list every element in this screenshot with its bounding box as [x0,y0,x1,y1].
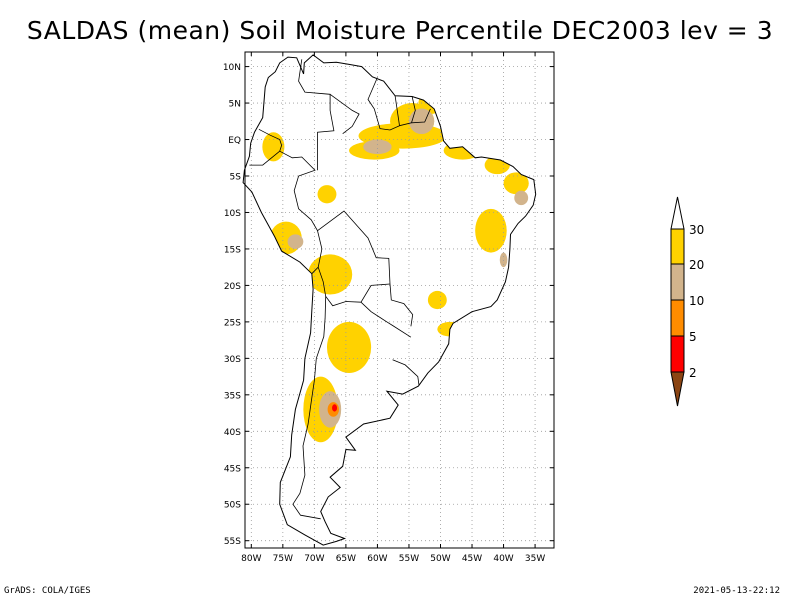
legend-swatch-5-10 [670,299,685,337]
lon-tick-label: 40W [493,554,513,564]
lat-tick-label: 10N [223,63,241,73]
lat-tick-label: 45S [224,464,241,474]
moisture-patch [475,208,507,253]
footer-credit: GrADS: COLA/IGES [4,586,91,596]
lon-tick-label: 55W [399,554,419,564]
lon-tick-label: 80W [241,554,261,564]
moisture-patch [443,141,482,160]
country-border [329,93,360,135]
lat-tick-label: 15S [224,245,241,255]
country-border [292,296,327,520]
legend-label: 2 [689,366,697,380]
country-border [392,359,420,386]
lat-tick-label: EQ [228,136,241,146]
footer-timestamp: 2021-05-13-22:12 [693,586,780,596]
country-border [389,283,414,327]
country-border [317,210,391,285]
country-border [279,150,323,274]
country-border [399,96,416,127]
grid-lines [245,52,554,548]
legend-label: 10 [689,294,704,308]
legend-swatch-2-5 [670,335,685,373]
lon-tick-label: 45W [462,554,482,564]
legend-swatch-below-2 [670,371,685,407]
coastline [242,54,537,546]
lon-tick-label: 35W [525,554,545,564]
moisture-patch [317,185,337,204]
lat-tick-label: 35S [224,391,241,401]
moisture-patch [499,252,508,268]
legend-swatch-20-30 [670,228,685,265]
moisture-patch [408,108,435,135]
legend-label: 5 [689,330,697,344]
legend-label: 30 [689,223,704,237]
country-border [411,108,431,124]
country-border [298,59,335,171]
moisture-patch [363,139,392,155]
moisture-patch [332,404,338,412]
lon-tick-label: 70W [304,554,324,564]
lat-tick-label: 55S [224,537,241,547]
map-frame [244,51,555,549]
lon-tick-label: 75W [273,554,293,564]
lat-tick-label: 30S [224,355,241,365]
lat-tick-label: 40S [224,428,241,438]
lon-tick-label: 60W [367,554,387,564]
chart-title: SALDAS (mean) Soil Moisture Percentile D… [26,16,774,45]
moisture-patch [484,155,510,175]
lat-tick-label: 20S [224,282,241,292]
lon-tick-label: 65W [336,554,356,564]
color-legend: 30 20 10 5 2 [670,196,704,407]
country-border [249,150,280,166]
moisture-patch [514,190,529,206]
moisture-patch [326,321,372,373]
country-border [367,77,400,131]
legend-label: 20 [689,258,704,272]
lon-tick-label: 50W [430,554,450,564]
lat-tick-label: 50S [224,501,241,511]
legend-swatch-10-20 [670,263,685,301]
moisture-patches [262,92,529,443]
lat-tick-label: 10S [224,209,241,219]
country-border [360,301,412,338]
moisture-patch [287,234,304,249]
lat-tick-label: 5N [229,100,241,110]
axis-ticks: 10N 5N EQ 5S 10S 15S 20S 25S 30S 35S 40S 45S 50S 55S8… [223,52,554,564]
country-border [317,267,391,307]
country-border [258,128,283,152]
country-borders [249,59,431,520]
country-border [394,95,400,126]
moisture-patch [503,172,529,195]
lat-tick-label: 25S [224,318,241,328]
lat-tick-label: 5S [230,173,242,183]
moisture-patch [427,290,447,310]
legend-swatch-above-30 [670,196,685,230]
